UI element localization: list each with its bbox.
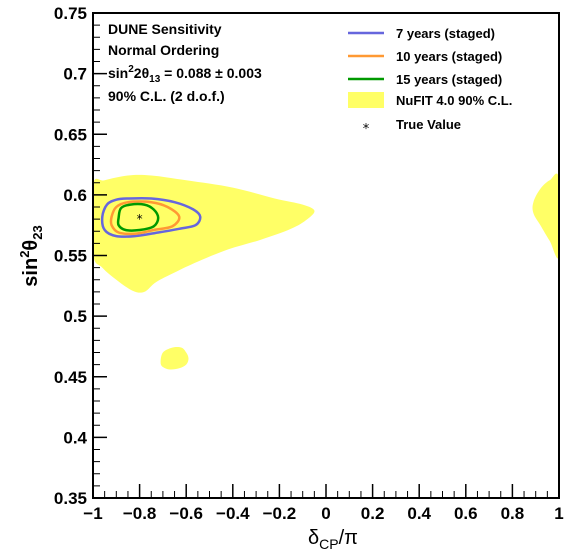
contour-15-years	[116, 202, 160, 232]
x-tick-label: −1	[83, 504, 102, 523]
legend-label-7-years: 7 years (staged)	[396, 26, 495, 41]
x-tick-label: 0.2	[361, 504, 385, 523]
x-tick-label: −0.6	[169, 504, 203, 523]
nufit-region-2	[160, 347, 189, 370]
theta13-pre: sin	[108, 65, 128, 81]
nufit-region-3	[532, 173, 559, 259]
contour-10-years	[109, 200, 181, 236]
true-value-marker: *	[137, 212, 143, 226]
theta13-mid: 2θ	[134, 65, 149, 81]
sensitivity-contours	[100, 196, 202, 238]
x-tick-label: −0.8	[123, 504, 157, 523]
x-tick-label: 0.8	[501, 504, 525, 523]
nufit-regions	[93, 173, 559, 370]
x-tick-label: −0.2	[263, 504, 297, 523]
legend-label-true-value: True Value	[396, 117, 461, 132]
y-tick-label: 0.75	[54, 4, 87, 23]
y-tick-label: 0.6	[63, 186, 87, 205]
legend-swatch-true-value: *	[363, 122, 370, 137]
x-axis-title-tail: /π	[339, 527, 358, 549]
y-axis-ticks: 0.35 0.4 0.45 0.5 0.55 0.6 0.65 0.7 0.75	[54, 4, 107, 508]
theta13-sup: 2	[128, 64, 134, 75]
x-axis-title-sub: CP	[319, 536, 338, 550]
y-tick-label: 0.35	[54, 489, 87, 508]
annotation-cl: 90% C.L. (2 d.o.f.)	[108, 88, 225, 104]
annotation-theta13: sin22θ13 = 0.088 ± 0.003	[108, 64, 262, 85]
y-tick-label: 0.7	[63, 65, 87, 84]
contour-7-years	[100, 196, 202, 238]
x-axis-title: δCP/π	[308, 527, 358, 550]
x-tick-label: −0.4	[216, 504, 250, 523]
y-axis-title: sin2θ23	[17, 225, 45, 286]
y-tick-label: 0.65	[54, 125, 87, 144]
y-tick-label: 0.4	[63, 428, 87, 447]
legend-label-15-years: 15 years (staged)	[396, 72, 502, 87]
x-tick-label: 0.6	[454, 504, 478, 523]
x-axis-title-main: δ	[308, 527, 319, 549]
legend-label-nufit: NuFIT 4.0 90% C.L.	[396, 93, 512, 108]
annotation-ordering: Normal Ordering	[108, 42, 219, 58]
y-tick-label: 0.45	[54, 368, 87, 387]
y-tick-label: 0.5	[63, 307, 87, 326]
legend-label-10-years: 10 years (staged)	[396, 49, 502, 64]
y-axis-title-main: sin	[20, 258, 42, 287]
nufit-region-1	[93, 174, 315, 293]
y-tick-label: 0.55	[54, 247, 87, 266]
y-axis-title-sup: 2	[17, 251, 32, 258]
legend: 7 years (staged) 10 years (staged) 15 ye…	[348, 26, 512, 137]
theta13-sub: 13	[149, 74, 161, 85]
x-tick-label: 1	[554, 504, 563, 523]
info-annotations: DUNE Sensitivity Normal Ordering sin22θ1…	[108, 21, 262, 104]
y-axis-title-theta: θ	[20, 240, 42, 251]
annotation-title: DUNE Sensitivity	[108, 21, 222, 37]
x-tick-label: 0.4	[407, 504, 431, 523]
x-tick-label: 0	[321, 504, 330, 523]
y-axis-title-sub: 23	[30, 225, 45, 239]
legend-swatch-nufit	[348, 92, 384, 108]
theta13-post: = 0.088 ± 0.003	[160, 65, 262, 81]
